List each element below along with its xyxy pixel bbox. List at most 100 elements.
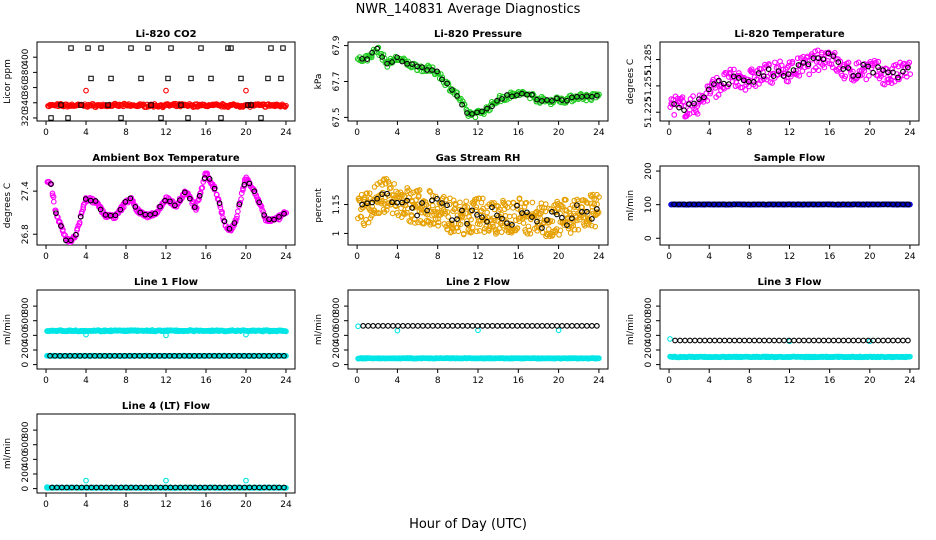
- y-axis-label: degrees C: [626, 59, 636, 104]
- data-point: [895, 337, 901, 344]
- data-point: [198, 45, 204, 51]
- y-tick-label: 800: [644, 297, 654, 314]
- data-point: [448, 228, 455, 235]
- y-tick-label: 400: [644, 326, 654, 343]
- y-tick-label: 67.7: [332, 71, 342, 91]
- data-point: [464, 110, 470, 116]
- x-tick-label: 20: [864, 376, 876, 386]
- data-point: [534, 96, 540, 103]
- x-tick-label: 12: [784, 128, 795, 138]
- data-point: [830, 337, 837, 344]
- data-point: [381, 176, 387, 182]
- data-point: [68, 45, 74, 51]
- y-tick-label: 26.8: [21, 224, 31, 244]
- y-tick-label: 600: [332, 312, 342, 329]
- data-point: [701, 337, 708, 344]
- data-point: [564, 97, 570, 104]
- data-point: [585, 216, 592, 223]
- data-point: [400, 322, 406, 329]
- data-point: [380, 322, 386, 329]
- data-point: [790, 67, 797, 73]
- data-point: [395, 322, 401, 329]
- data-point: [394, 54, 400, 61]
- data-point: [72, 231, 79, 238]
- data-point: [780, 70, 787, 77]
- data-point: [691, 100, 697, 107]
- data-point: [596, 355, 602, 362]
- data-point: [526, 227, 533, 234]
- data-point: [439, 74, 446, 81]
- data-point: [157, 203, 163, 210]
- data-point: [147, 212, 154, 218]
- data-point: [692, 337, 698, 344]
- data-point: [48, 115, 54, 121]
- data-point: [513, 217, 519, 224]
- data-point: [498, 229, 505, 236]
- data-point: [545, 226, 552, 232]
- x-tick-label: 8: [123, 252, 129, 262]
- x-tick-label: 12: [784, 376, 795, 386]
- data-point: [748, 66, 755, 73]
- chart-line-1-flow: Line 1 Flow ml/min 0 4 8 12 16 20 24 0 20040060080…: [3, 277, 296, 386]
- y-tick-label: 51.225: [644, 96, 654, 128]
- x-tick-label: 24: [904, 252, 916, 262]
- data-point: [701, 94, 707, 101]
- data-point: [750, 79, 757, 85]
- data-point: [424, 322, 431, 329]
- data-point: [681, 103, 687, 110]
- data-point: [408, 212, 415, 218]
- data-point: [469, 224, 476, 231]
- data-point: [132, 204, 139, 210]
- x-tick-label: 12: [472, 128, 483, 138]
- y-tick-label: 340: [21, 94, 31, 111]
- x-tick-label: 4: [83, 252, 89, 262]
- data-point: [419, 64, 425, 71]
- data-point: [494, 212, 500, 219]
- data-point: [711, 337, 718, 344]
- data-point: [88, 75, 94, 82]
- data-point: [469, 111, 475, 117]
- data-point: [365, 219, 372, 226]
- data-point: [375, 322, 381, 329]
- y-tick-label: 0: [21, 485, 31, 491]
- y-tick-label: 400: [21, 326, 31, 343]
- data-point: [105, 102, 111, 108]
- data-point: [751, 337, 758, 344]
- data-point: [219, 208, 225, 215]
- data-point: [492, 228, 499, 234]
- data-point: [704, 97, 711, 104]
- data-point: [152, 210, 158, 217]
- data-point: [544, 217, 550, 223]
- data-point: [564, 322, 570, 329]
- data-point: [236, 201, 243, 208]
- plot-frame: [659, 41, 920, 122]
- data-point: [557, 210, 563, 217]
- data-point: [191, 204, 198, 210]
- x-tick-label: 0: [666, 252, 672, 262]
- plot-area: [667, 47, 914, 120]
- data-point: [681, 107, 687, 114]
- data-point: [283, 328, 289, 335]
- data-point: [258, 115, 264, 121]
- data-point: [736, 337, 743, 344]
- data-point: [727, 69, 734, 76]
- data-point: [697, 337, 703, 344]
- x-tick-label: 12: [160, 500, 171, 510]
- data-point: [122, 199, 129, 205]
- data-point: [473, 204, 480, 211]
- data-point: [410, 322, 416, 329]
- data-point: [404, 197, 410, 204]
- x-tick-label: 20: [553, 252, 565, 262]
- data-point: [885, 76, 892, 83]
- x-tick-label: 12: [784, 252, 795, 262]
- data-point: [58, 102, 64, 108]
- data-point: [384, 190, 390, 197]
- data-point: [233, 215, 240, 222]
- data-point: [281, 210, 287, 217]
- data-point: [383, 207, 390, 213]
- data-point: [220, 217, 227, 224]
- x-tick-label: 16: [200, 128, 212, 138]
- data-point: [449, 217, 455, 223]
- data-point: [696, 96, 702, 103]
- data-point: [821, 64, 828, 71]
